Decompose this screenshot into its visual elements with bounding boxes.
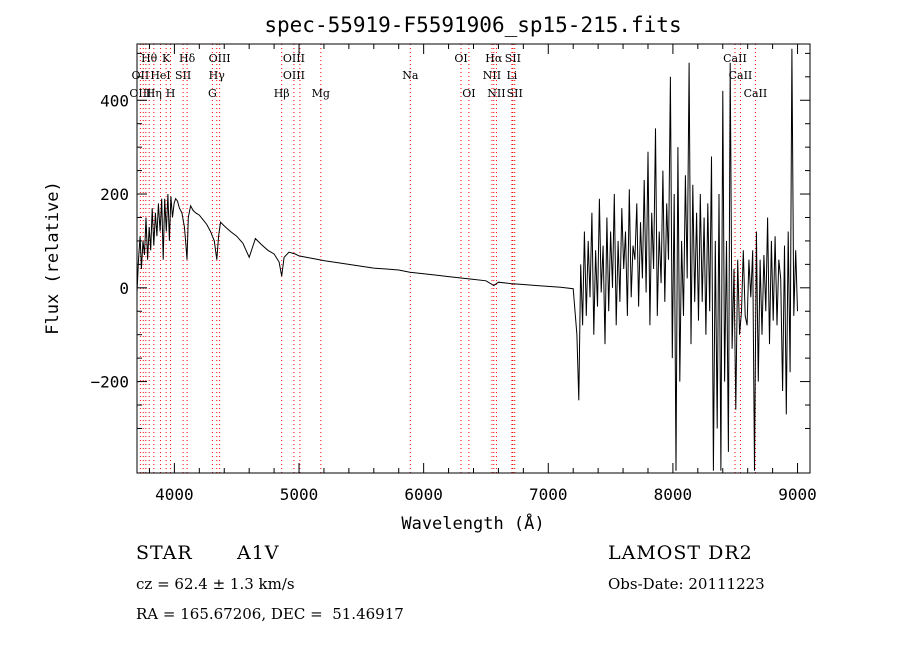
x-tick-label-6000: 6000: [404, 485, 443, 504]
line-label-25: NII: [487, 87, 505, 100]
line-label-15: NII: [483, 69, 501, 82]
coordinates: RA = 165.67206, DEC = 51.46917: [136, 605, 404, 623]
line-label-5: OI: [454, 52, 467, 65]
subclass: A1V: [237, 542, 280, 564]
line-label-27: CaII: [744, 87, 768, 100]
y-tick-label--200: −200: [90, 373, 129, 392]
line-label-12: Hγ: [209, 69, 226, 82]
redshift-velocity: cz = 62.4 ± 1.3 km/s: [136, 575, 295, 593]
line-label-26: SII: [507, 87, 523, 100]
line-label-1: K: [162, 52, 171, 65]
spectrum-line: [136, 48, 798, 471]
x-tick-label-9000: 9000: [778, 485, 817, 504]
line-label-16: Li: [506, 69, 517, 82]
x-tick-label-4000: 4000: [155, 485, 194, 504]
line-label-9: OII: [132, 69, 150, 82]
line-label-4: OIII: [283, 52, 305, 65]
line-label-0: Hθ: [141, 52, 158, 65]
axis-ticks: 4000 5000 6000 7000 8000 9000 −200 0 200 400: [90, 44, 817, 504]
spectrum-series: [136, 48, 798, 471]
obs-date: Obs-Date: 20111223: [608, 575, 765, 593]
object-class: STAR: [136, 542, 193, 564]
line-label-24: OI: [462, 87, 475, 100]
line-label-8: CaII: [723, 52, 747, 65]
line-label-11: SII: [175, 69, 191, 82]
line-label-18: OIII: [129, 87, 151, 100]
spectral-line-markers: [139, 44, 756, 473]
line-label-7: SII: [505, 52, 521, 65]
y-axis-label: Flux (relative): [43, 181, 63, 335]
line-label-14: Na: [402, 69, 419, 82]
x-axis-label: Wavelength (Å): [401, 512, 544, 534]
y-tick-label-0: 0: [119, 279, 129, 298]
x-tick-label-5000: 5000: [280, 485, 319, 504]
line-label-3: OIII: [209, 52, 231, 65]
line-label-13: OIII: [283, 69, 305, 82]
y-tick-label-200: 200: [100, 185, 129, 204]
line-label-17: CaII: [729, 69, 753, 82]
line-label-23: Mg: [312, 87, 330, 100]
line-label-2: Hδ: [179, 52, 196, 65]
line-label-22: Hβ: [274, 87, 290, 100]
chart-title: spec-55919-F5591906_sp15-215.fits: [264, 13, 681, 37]
line-label-10: HeI: [150, 69, 170, 82]
survey-name: LAMOST DR2: [608, 542, 753, 564]
y-tick-label-400: 400: [100, 91, 129, 110]
x-tick-label-8000: 8000: [654, 485, 693, 504]
line-label-20: H: [166, 87, 176, 100]
line-label-19: Hη: [146, 87, 162, 100]
x-tick-label-7000: 7000: [529, 485, 568, 504]
line-label-6: Hα: [485, 52, 503, 65]
line-label-21: G: [208, 87, 217, 100]
